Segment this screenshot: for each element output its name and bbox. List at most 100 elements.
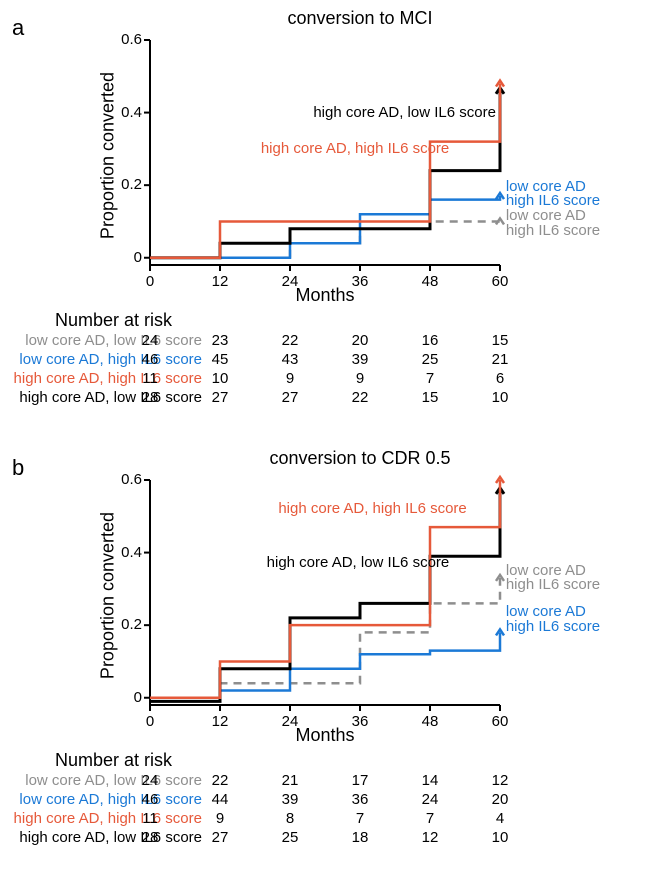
risk-cell: 25 bbox=[262, 828, 318, 847]
risk-cell: 39 bbox=[262, 790, 318, 809]
risk-row-label: low core AD, low IL6 score bbox=[0, 771, 210, 790]
xtick-label: 60 bbox=[485, 273, 515, 290]
risk-header: Number at risk bbox=[55, 750, 210, 771]
risk-cell: 43 bbox=[262, 350, 318, 369]
risk-cell: 7 bbox=[402, 809, 458, 828]
risk-cell: 20 bbox=[472, 790, 528, 809]
risk-cell: 17 bbox=[332, 771, 388, 790]
panel-b-risk-table: Number at risklow core AD, low IL6 score… bbox=[0, 750, 210, 847]
risk-row: high core AD, high IL6 score1198774 bbox=[0, 809, 210, 828]
xtick-label: 60 bbox=[485, 713, 515, 730]
ytick-label: 0.4 bbox=[110, 104, 142, 121]
risk-cell: 27 bbox=[192, 388, 248, 407]
risk-cell: 24 bbox=[402, 790, 458, 809]
xtick-label: 0 bbox=[135, 713, 165, 730]
risk-cell: 9 bbox=[332, 369, 388, 388]
risk-row: low core AD, high IL6 score464439362420 bbox=[0, 790, 210, 809]
xtick-label: 36 bbox=[345, 273, 375, 290]
risk-cell: 22 bbox=[192, 771, 248, 790]
risk-row-label: high core AD, high IL6 score bbox=[0, 369, 210, 388]
panel-a-ylabel: Proportion converted bbox=[98, 66, 119, 246]
risk-cell: 14 bbox=[402, 771, 458, 790]
risk-cell: 23 bbox=[192, 331, 248, 350]
panel-b-label: b bbox=[12, 455, 24, 481]
risk-cell: 24 bbox=[122, 331, 178, 350]
risk-row: high core AD, high IL6 score11109976 bbox=[0, 369, 210, 388]
risk-cell: 6 bbox=[472, 369, 528, 388]
risk-cell: 10 bbox=[192, 369, 248, 388]
xtick-label: 48 bbox=[415, 273, 445, 290]
risk-cell: 28 bbox=[122, 388, 178, 407]
risk-row: high core AD, low IL6 score282727221510 bbox=[0, 388, 210, 407]
risk-row-label: low core AD, low IL6 score bbox=[0, 331, 210, 350]
figure: a conversion to MCI Proportion converted… bbox=[0, 0, 656, 882]
risk-cell: 39 bbox=[332, 350, 388, 369]
chart-annotation: high IL6 score bbox=[506, 222, 600, 239]
risk-cell: 12 bbox=[472, 771, 528, 790]
ytick-label: 0.6 bbox=[110, 471, 142, 488]
xtick-label: 24 bbox=[275, 713, 305, 730]
chart-annotation: high core AD, high IL6 score bbox=[261, 140, 449, 157]
chart-annotation: high core AD, high IL6 score bbox=[278, 500, 466, 517]
xtick-label: 24 bbox=[275, 273, 305, 290]
risk-cell: 4 bbox=[472, 809, 528, 828]
xtick-label: 0 bbox=[135, 273, 165, 290]
risk-cell: 7 bbox=[332, 809, 388, 828]
series-gray bbox=[150, 221, 500, 257]
ytick-label: 0.6 bbox=[110, 31, 142, 48]
risk-row-label: high core AD, high IL6 score bbox=[0, 809, 210, 828]
risk-cell: 24 bbox=[122, 771, 178, 790]
series-blue bbox=[150, 632, 500, 697]
panel-a-label: a bbox=[12, 15, 24, 41]
chart-annotation: high core AD, low IL6 score bbox=[313, 104, 496, 121]
risk-row-label: low core AD, high IL6 score bbox=[0, 790, 210, 809]
risk-cell: 27 bbox=[192, 828, 248, 847]
series-gray bbox=[150, 578, 500, 698]
risk-cell: 11 bbox=[122, 809, 178, 828]
xtick-label: 48 bbox=[415, 713, 445, 730]
xtick-label: 12 bbox=[205, 273, 235, 290]
risk-cell: 46 bbox=[122, 350, 178, 369]
risk-row-label: low core AD, high IL6 score bbox=[0, 350, 210, 369]
panel-b: b conversion to CDR 0.5 Proportion conve… bbox=[0, 440, 656, 882]
risk-cell: 22 bbox=[332, 388, 388, 407]
chart-annotation: high core AD, low IL6 score bbox=[267, 554, 450, 571]
ytick-label: 0 bbox=[110, 689, 142, 706]
risk-cell: 25 bbox=[402, 350, 458, 369]
risk-cell: 10 bbox=[472, 388, 528, 407]
risk-cell: 18 bbox=[332, 828, 388, 847]
risk-cell: 22 bbox=[262, 331, 318, 350]
risk-cell: 27 bbox=[262, 388, 318, 407]
risk-cell: 45 bbox=[192, 350, 248, 369]
panel-b-ylabel: Proportion converted bbox=[98, 506, 119, 686]
risk-cell: 20 bbox=[332, 331, 388, 350]
risk-row: high core AD, low IL6 score282725181210 bbox=[0, 828, 210, 847]
panel-b-title: conversion to CDR 0.5 bbox=[230, 448, 490, 469]
risk-cell: 15 bbox=[472, 331, 528, 350]
panel-b-xlabel: Months bbox=[150, 725, 500, 746]
risk-cell: 10 bbox=[472, 828, 528, 847]
ytick-label: 0 bbox=[110, 249, 142, 266]
risk-row: low core AD, low IL6 score242322201615 bbox=[0, 331, 210, 350]
risk-row: low core AD, low IL6 score242221171412 bbox=[0, 771, 210, 790]
risk-cell: 15 bbox=[402, 388, 458, 407]
ytick-label: 0.2 bbox=[110, 616, 142, 633]
risk-row-label: high core AD, low IL6 score bbox=[0, 828, 210, 847]
chart-annotation: high IL6 score bbox=[506, 618, 600, 635]
risk-row-label: high core AD, low IL6 score bbox=[0, 388, 210, 407]
panel-a-xlabel: Months bbox=[150, 285, 500, 306]
chart-annotation: high IL6 score bbox=[506, 576, 600, 593]
risk-cell: 36 bbox=[332, 790, 388, 809]
risk-cell: 46 bbox=[122, 790, 178, 809]
risk-cell: 11 bbox=[122, 369, 178, 388]
risk-cell: 7 bbox=[402, 369, 458, 388]
xtick-label: 36 bbox=[345, 713, 375, 730]
risk-cell: 16 bbox=[402, 331, 458, 350]
risk-cell: 44 bbox=[192, 790, 248, 809]
series-blue bbox=[150, 196, 500, 258]
risk-cell: 28 bbox=[122, 828, 178, 847]
ytick-label: 0.2 bbox=[110, 176, 142, 193]
risk-header: Number at risk bbox=[55, 310, 210, 331]
panel-a: a conversion to MCI Proportion converted… bbox=[0, 0, 656, 440]
panel-a-risk-table: Number at risklow core AD, low IL6 score… bbox=[0, 310, 210, 407]
